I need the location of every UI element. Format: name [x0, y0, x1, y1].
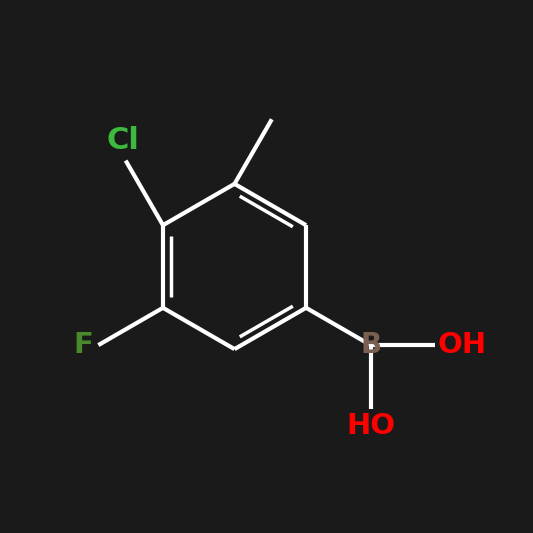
Text: Cl: Cl	[107, 126, 140, 155]
Text: OH: OH	[437, 331, 487, 359]
Text: F: F	[73, 331, 93, 359]
Text: HO: HO	[346, 412, 395, 440]
Text: B: B	[360, 331, 381, 359]
